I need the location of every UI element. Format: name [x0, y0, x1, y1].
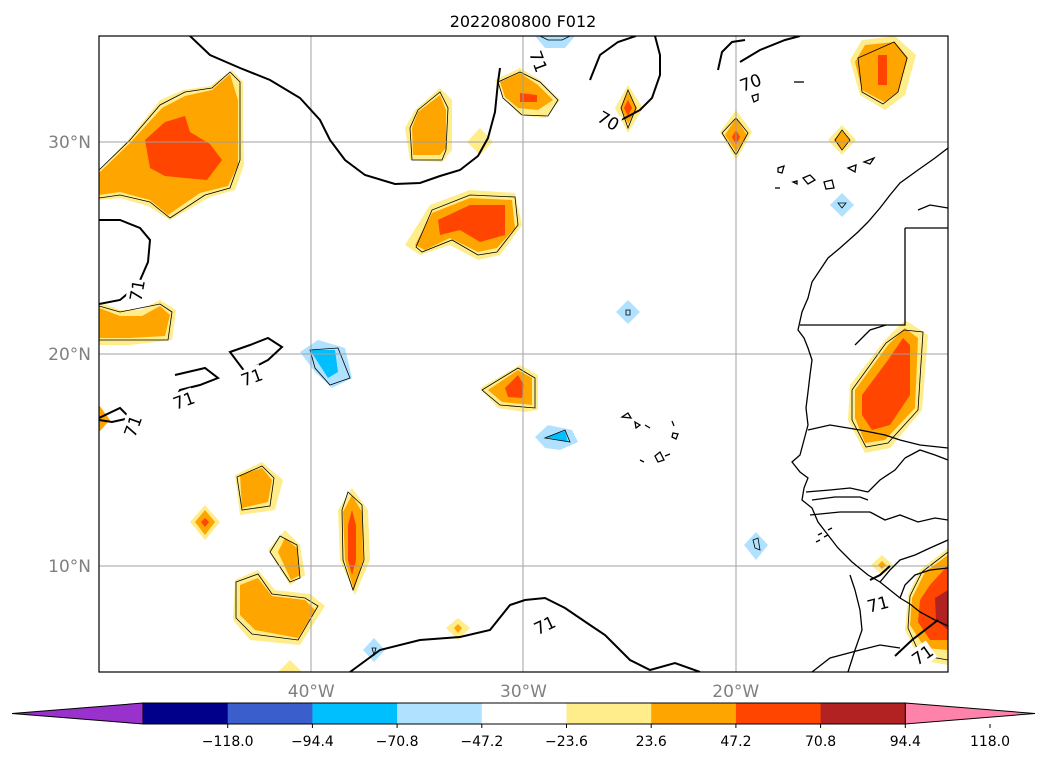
shaded-region-nw	[99, 70, 244, 220]
colorbar-tick-label: 118.0	[970, 734, 1010, 750]
african-coastline	[791, 147, 948, 627]
lat-tick-label: 20°N	[48, 345, 91, 365]
shaded-region-top-negative	[535, 36, 575, 48]
guinea-bissau-border	[809, 511, 870, 516]
contour-north-70-left	[589, 36, 637, 81]
colorbar-tick-label: 94.4	[890, 734, 921, 750]
colorbar-frame	[142, 702, 906, 725]
shaded-region-13w-17n	[848, 320, 928, 453]
shaded-region-39w-20n-negative	[300, 340, 352, 388]
sierra-leone-border	[899, 567, 948, 599]
contour-se-71-b	[894, 619, 939, 657]
colorbar-tick-label: −70.8	[376, 734, 419, 750]
southern-border	[847, 574, 863, 672]
longitude-labels: 40°W 30°W 20°W	[288, 682, 760, 702]
colorbar-extend-low	[11, 702, 144, 725]
colorbar-tick-label: −94.4	[291, 734, 334, 750]
shaded-region-34w-30n	[405, 88, 493, 162]
shaded-region-42w-8n	[233, 570, 325, 645]
contour-north-70-right	[611, 36, 661, 124]
contour-label-bg	[119, 412, 147, 440]
shaded-region-45w-12n	[190, 505, 220, 540]
contour-label-bg	[238, 364, 266, 391]
shaded-region-w-edge-2	[99, 405, 110, 432]
mauritania-border-e	[886, 228, 906, 326]
shaded-region-11w-8n	[905, 548, 948, 665]
mali-border	[904, 449, 948, 461]
colorbar-segment	[143, 703, 229, 724]
shaded-region-40w-4n	[278, 660, 302, 672]
contour-label: 71	[126, 278, 149, 303]
contour-label-bg	[864, 591, 892, 617]
colorbar-tick-label: 70.8	[805, 734, 836, 750]
lat-tick-label: 10°N	[48, 557, 91, 577]
lon-tick-label: 30°W	[500, 682, 547, 702]
shaded-region-37w-6n-negative	[363, 638, 385, 662]
contour-label-bg	[736, 69, 765, 96]
map-frame	[98, 35, 949, 673]
coastlines	[791, 147, 948, 672]
colorbar-extend-high	[904, 702, 1036, 725]
contour-label-bg	[907, 640, 938, 670]
shaded-region-28w-16n-negative	[535, 425, 578, 450]
mauritania-border-s	[807, 424, 948, 449]
colorbar-tick-label: −47.2	[460, 734, 503, 750]
contour-lines	[99, 36, 939, 672]
shaded-region-13w-10n	[871, 555, 893, 575]
guinea-border-n	[869, 511, 948, 523]
contour-label-bg	[125, 277, 149, 303]
gambia-border-n	[805, 487, 869, 493]
shaded-region-33w-7n	[446, 618, 470, 640]
colorbar-segment	[820, 703, 906, 724]
gambia-border-s	[811, 496, 869, 501]
mauritania-border-n	[854, 324, 887, 346]
colorbar-segment	[397, 703, 483, 724]
colorbar-segment	[227, 703, 313, 724]
colorbar-tick-label: −23.6	[545, 734, 588, 750]
shaded-region-32w-25n	[405, 190, 522, 260]
contour-north-71	[189, 36, 501, 186]
contour-n-70-b	[717, 39, 746, 71]
islands	[620, 81, 876, 543]
contour-label-bg	[525, 47, 552, 76]
lon-tick-label: 40°W	[288, 682, 335, 702]
latitude-labels: 30°N 20°N 10°N	[48, 133, 91, 577]
senegal-border-e	[867, 457, 906, 493]
colorbar-segment	[735, 703, 822, 724]
contour-w-71	[99, 219, 152, 305]
southern-border-2	[811, 644, 901, 672]
contour-label-bg	[170, 387, 198, 414]
colorbar-segment	[481, 703, 567, 724]
chart-title: 2022080800 F012	[450, 12, 597, 31]
contour-label-bg	[593, 106, 623, 135]
shaded-region-41w-10n	[268, 530, 305, 585]
morocco-border	[917, 204, 948, 211]
shaded-region-15w-27n-negative	[830, 193, 854, 217]
colorbar-segment	[651, 703, 737, 724]
contour-n-70-c	[739, 36, 801, 63]
guinea-border-s	[879, 539, 948, 583]
contour-20n-b	[174, 366, 221, 401]
colorbar-tick-label: 47.2	[720, 734, 751, 750]
shaded-region-19w-11n-negative	[744, 532, 768, 560]
map-grid	[99, 36, 948, 672]
shaded-region-25w-22n-negative	[616, 300, 640, 324]
contour-south-71	[349, 596, 701, 672]
lat-tick-label: 30°N	[48, 133, 91, 153]
shaded-region-25w-31n	[615, 85, 643, 133]
lon-tick-label: 20°W	[712, 682, 759, 702]
colorbar-segment	[566, 703, 652, 724]
colorbar-segment	[312, 703, 398, 724]
colorbar-tick-label: −118.0	[202, 734, 254, 750]
contour-se-71-a	[869, 565, 891, 581]
contour-label-bg	[530, 611, 559, 640]
colorbar-tick-label: 23.6	[636, 734, 667, 750]
colorbar: −118.0 −94.4 −70.8 −47.2 −23.6 23.6 47.2 70.8 94…	[11, 702, 1036, 750]
